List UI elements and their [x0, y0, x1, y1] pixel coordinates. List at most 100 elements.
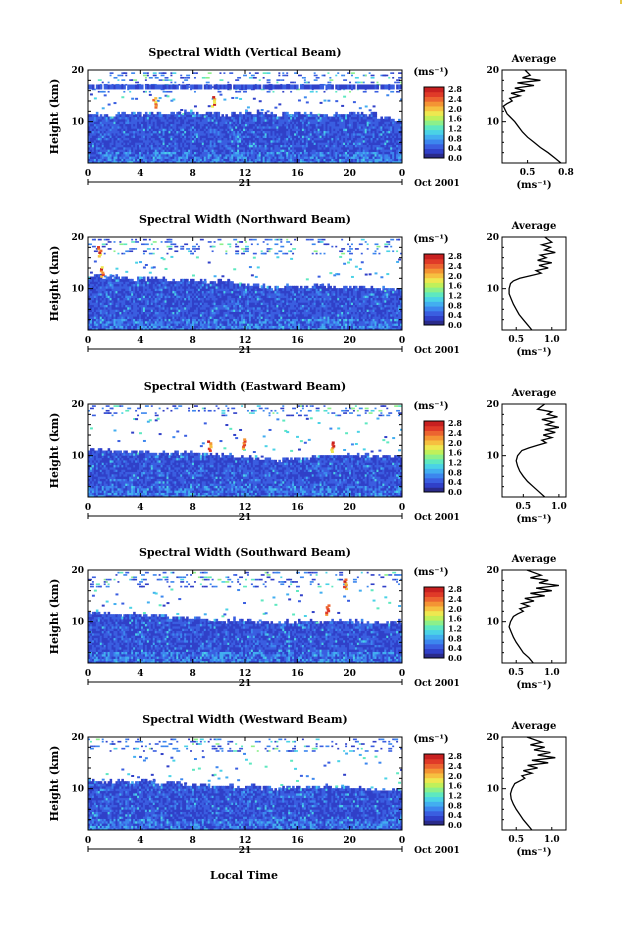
- heatmap-cell: [290, 142, 293, 145]
- heatmap-cell: [121, 309, 124, 312]
- heatmap-cell: [125, 116, 128, 120]
- heatmap-cell: [144, 327, 148, 330]
- heatmap-cell: [131, 316, 134, 319]
- heatmap-cell: [368, 135, 372, 139]
- heatmap-cell: [162, 288, 166, 292]
- heatmap-cell: [227, 144, 230, 148]
- heatmap-cell: [95, 144, 99, 148]
- heatmap-cell: [339, 160, 342, 163]
- heatmap-cell: [95, 139, 99, 143]
- heatmap-cell: [111, 146, 115, 150]
- heatmap-cell: [115, 160, 119, 163]
- heatmap-cell: [89, 288, 93, 292]
- heatmap-cell: [193, 142, 197, 145]
- heatmap-cell: [286, 125, 289, 129]
- heatmap-cell: [350, 139, 354, 143]
- heatmap-cell: [156, 325, 160, 329]
- heatmap-cell: [148, 288, 152, 292]
- heatmap-cell: [290, 132, 293, 136]
- heatmap-cell: [241, 125, 244, 129]
- heatmap-cell: [117, 146, 120, 150]
- heatmap-cell: [292, 118, 295, 122]
- heatmap-cell: [362, 84, 366, 90]
- heatmap-cell: [278, 84, 281, 90]
- heatmap-cell: [135, 146, 138, 150]
- heatmap-cell: [109, 288, 113, 292]
- heatmap-cell: [252, 118, 256, 122]
- heatmap-cell: [233, 153, 236, 157]
- heatmap-cell: [303, 153, 307, 157]
- heatmap-cell: [127, 84, 130, 90]
- heatmap-cell: [93, 153, 97, 157]
- heatmap-cell: [103, 252, 106, 255]
- heatmap-cell: [372, 111, 376, 115]
- heatmap-cell: [93, 304, 97, 308]
- heatmap-cell: [131, 288, 134, 292]
- heatmap-cell: [164, 114, 168, 118]
- heatmap-cell: [135, 142, 138, 145]
- heatmap-cell: [164, 160, 168, 163]
- heatmap-cell: [142, 74, 147, 77]
- heatmap-cell: [250, 135, 254, 139]
- heatmap-cell: [121, 128, 124, 132]
- heatmap-cell: [241, 158, 244, 162]
- heatmap-cell: [246, 153, 250, 157]
- heatmap-cell: [195, 144, 199, 148]
- heatmap-cell: [103, 318, 107, 322]
- heatmap-cell: [188, 137, 191, 141]
- heatmap-cell: [105, 123, 109, 127]
- heatmap-cell: [125, 323, 128, 326]
- heatmap-cell: [115, 292, 119, 296]
- heatmap-cell: [378, 137, 382, 141]
- heatmap-cell: [209, 139, 213, 143]
- heatmap-cell: [97, 288, 101, 292]
- heatmap-cell: [133, 121, 136, 125]
- heatmap-cell: [282, 156, 285, 159]
- heatmap-cell: [305, 144, 309, 148]
- heatmap-cell: [193, 132, 197, 136]
- heatmap-cell: [140, 132, 144, 136]
- heatmap-cell: [93, 295, 97, 299]
- heatmap-cell: [158, 111, 162, 115]
- heatmap-cell: [150, 158, 154, 162]
- heatmap-cell: [233, 132, 236, 136]
- heatmap-cell: [358, 125, 362, 129]
- colorbar-tick-label: 2.0: [448, 104, 462, 114]
- heatmap-cell: [294, 151, 297, 155]
- heatmap-cell: [286, 158, 289, 162]
- heatmap-cell: [172, 153, 175, 157]
- heatmap-cell: [131, 84, 134, 90]
- heatmap-cell: [258, 156, 262, 159]
- heatmap-cell: [111, 144, 115, 148]
- heatmap-cell: [382, 132, 385, 136]
- heatmap-cell: [276, 137, 279, 141]
- heatmap-cell: [123, 123, 126, 127]
- heatmap-cell: [225, 130, 228, 134]
- heatmap-cell: [366, 137, 370, 141]
- heatmap-cell: [284, 128, 287, 132]
- heatmap-cell: [158, 116, 162, 120]
- heatmap-cell: [341, 116, 344, 120]
- heatmap-cell: [241, 156, 244, 159]
- heatmap-cell: [127, 304, 130, 308]
- heatmap-cell: [380, 128, 383, 132]
- heatmap-cell: [370, 132, 374, 136]
- heatmap-cell: [241, 142, 244, 145]
- heatmap-cell: [156, 311, 160, 315]
- heatmap-cell: [193, 137, 197, 141]
- heatmap-cell: [235, 146, 238, 150]
- heatmap-cell: [105, 311, 109, 315]
- heatmap-cell: [268, 158, 272, 162]
- heatmap-cell: [382, 149, 385, 152]
- heatmap-cell: [256, 146, 260, 150]
- heatmap-cell: [113, 156, 117, 159]
- heatmap-cell: [350, 142, 354, 145]
- heatmap-cell: [309, 128, 313, 132]
- heatmap-cell: [235, 121, 238, 125]
- heatmap-cell: [309, 121, 313, 125]
- heatmap-cell: [245, 125, 248, 129]
- heatmap-cell: [127, 311, 130, 315]
- heatmap-cell: [203, 149, 207, 152]
- heatmap-cell: [394, 81, 397, 84]
- heatmap-cell: [360, 81, 363, 84]
